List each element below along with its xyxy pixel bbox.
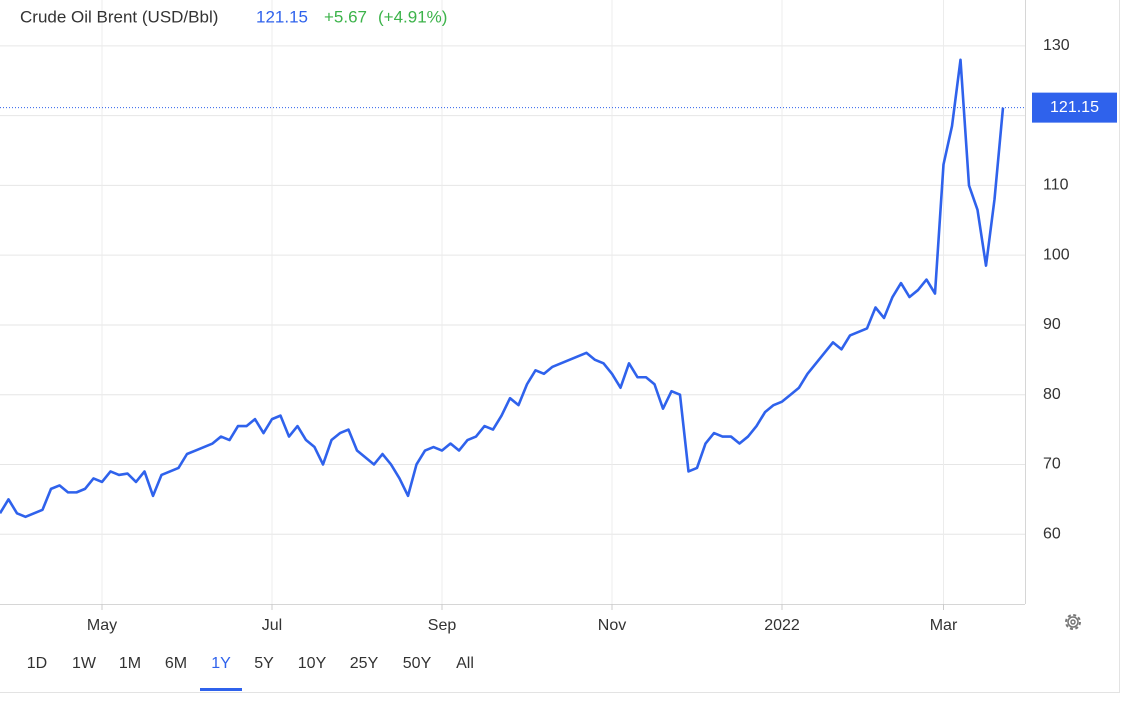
x-tick-label: 2022	[764, 617, 800, 634]
price-line	[0, 58, 1005, 519]
last-price: 121.15	[256, 7, 308, 26]
last-price-label: 121.15	[1050, 99, 1099, 116]
x-tick-label: Mar	[930, 617, 958, 634]
gear-hole	[1070, 619, 1076, 625]
change: +5.67	[324, 7, 367, 26]
y-tick-label: 80	[1043, 386, 1061, 403]
y-tick-label: 100	[1043, 246, 1070, 263]
range-button[interactable]: 6M	[165, 655, 187, 672]
gear-teeth	[1065, 614, 1081, 630]
x-tick-label: Nov	[598, 617, 626, 634]
y-tick-label: 60	[1043, 525, 1061, 542]
range-button[interactable]: All	[456, 655, 474, 672]
range-button[interactable]: 50Y	[403, 655, 432, 672]
range-selected-underline	[200, 688, 242, 691]
settings-icon[interactable]	[1065, 614, 1081, 630]
range-button[interactable]: 1M	[119, 655, 141, 672]
x-tick-label: Jul	[262, 617, 282, 634]
range-button[interactable]: 10Y	[298, 655, 327, 672]
y-tick-label: 70	[1043, 456, 1061, 473]
y-tick-label: 130	[1043, 37, 1070, 54]
y-tick-label: 90	[1043, 316, 1061, 333]
chart-title: Crude Oil Brent (USD/Bbl)	[20, 7, 218, 26]
last-price-box	[1032, 92, 1117, 123]
range-button[interactable]: 5Y	[254, 655, 274, 672]
range-button[interactable]: 25Y	[350, 655, 379, 672]
y-tick-label: 110	[1043, 177, 1069, 194]
change-pct: (+4.91%)	[378, 7, 447, 26]
range-button[interactable]: 1W	[72, 655, 97, 672]
grid	[0, 0, 1025, 604]
x-tick-label: May	[87, 617, 117, 634]
range-button[interactable]: 1D	[27, 655, 47, 672]
gear-body	[1067, 616, 1079, 628]
range-button[interactable]: 1Y	[211, 655, 231, 672]
x-tick-label: Sep	[428, 617, 457, 634]
